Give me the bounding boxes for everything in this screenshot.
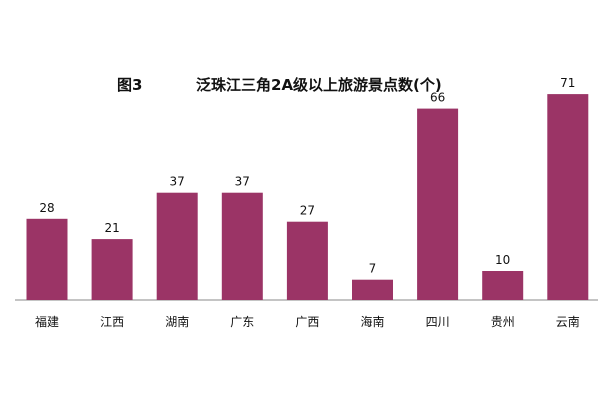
category-label-3: 广东 — [230, 315, 254, 329]
bar-4 — [286, 221, 328, 300]
data-label-2: 37 — [170, 175, 185, 189]
bar-3 — [221, 192, 263, 300]
bar-7 — [482, 271, 524, 300]
bar-2 — [156, 192, 198, 300]
category-label-8: 云南 — [556, 314, 580, 329]
bar-6 — [417, 108, 459, 300]
category-label-0: 福建 — [35, 314, 59, 329]
value-label-group: 28 21 37 37 27 7 66 10 71 — [39, 76, 575, 276]
bar-5 — [352, 279, 393, 300]
category-label-7: 贵州 — [491, 315, 515, 329]
category-label-6: 四川 — [426, 315, 450, 329]
category-label-4: 广西 — [295, 315, 319, 329]
category-label-2: 湖南 — [165, 314, 189, 329]
category-label-1: 江西 — [100, 315, 124, 329]
data-label-6: 66 — [430, 91, 445, 105]
chart-title: 泛珠江三角2A级以上旅游景点数(个) — [196, 76, 442, 94]
data-label-8: 71 — [560, 76, 575, 90]
data-label-5: 7 — [369, 262, 377, 276]
bar-0 — [26, 218, 68, 300]
bar-8 — [547, 94, 589, 300]
figure-label: 图3 — [117, 76, 142, 94]
bar-group — [26, 94, 589, 300]
data-label-0: 28 — [39, 201, 54, 215]
category-label-5: 海南 — [360, 314, 384, 329]
data-label-3: 37 — [235, 175, 250, 189]
data-label-1: 21 — [104, 221, 119, 235]
category-label-group: 福建 江西 湖南 广东 广西 海南 四川 贵州 云南 — [35, 314, 580, 329]
bar-1 — [91, 239, 133, 300]
data-label-4: 27 — [300, 204, 315, 218]
data-label-7: 10 — [495, 253, 510, 267]
